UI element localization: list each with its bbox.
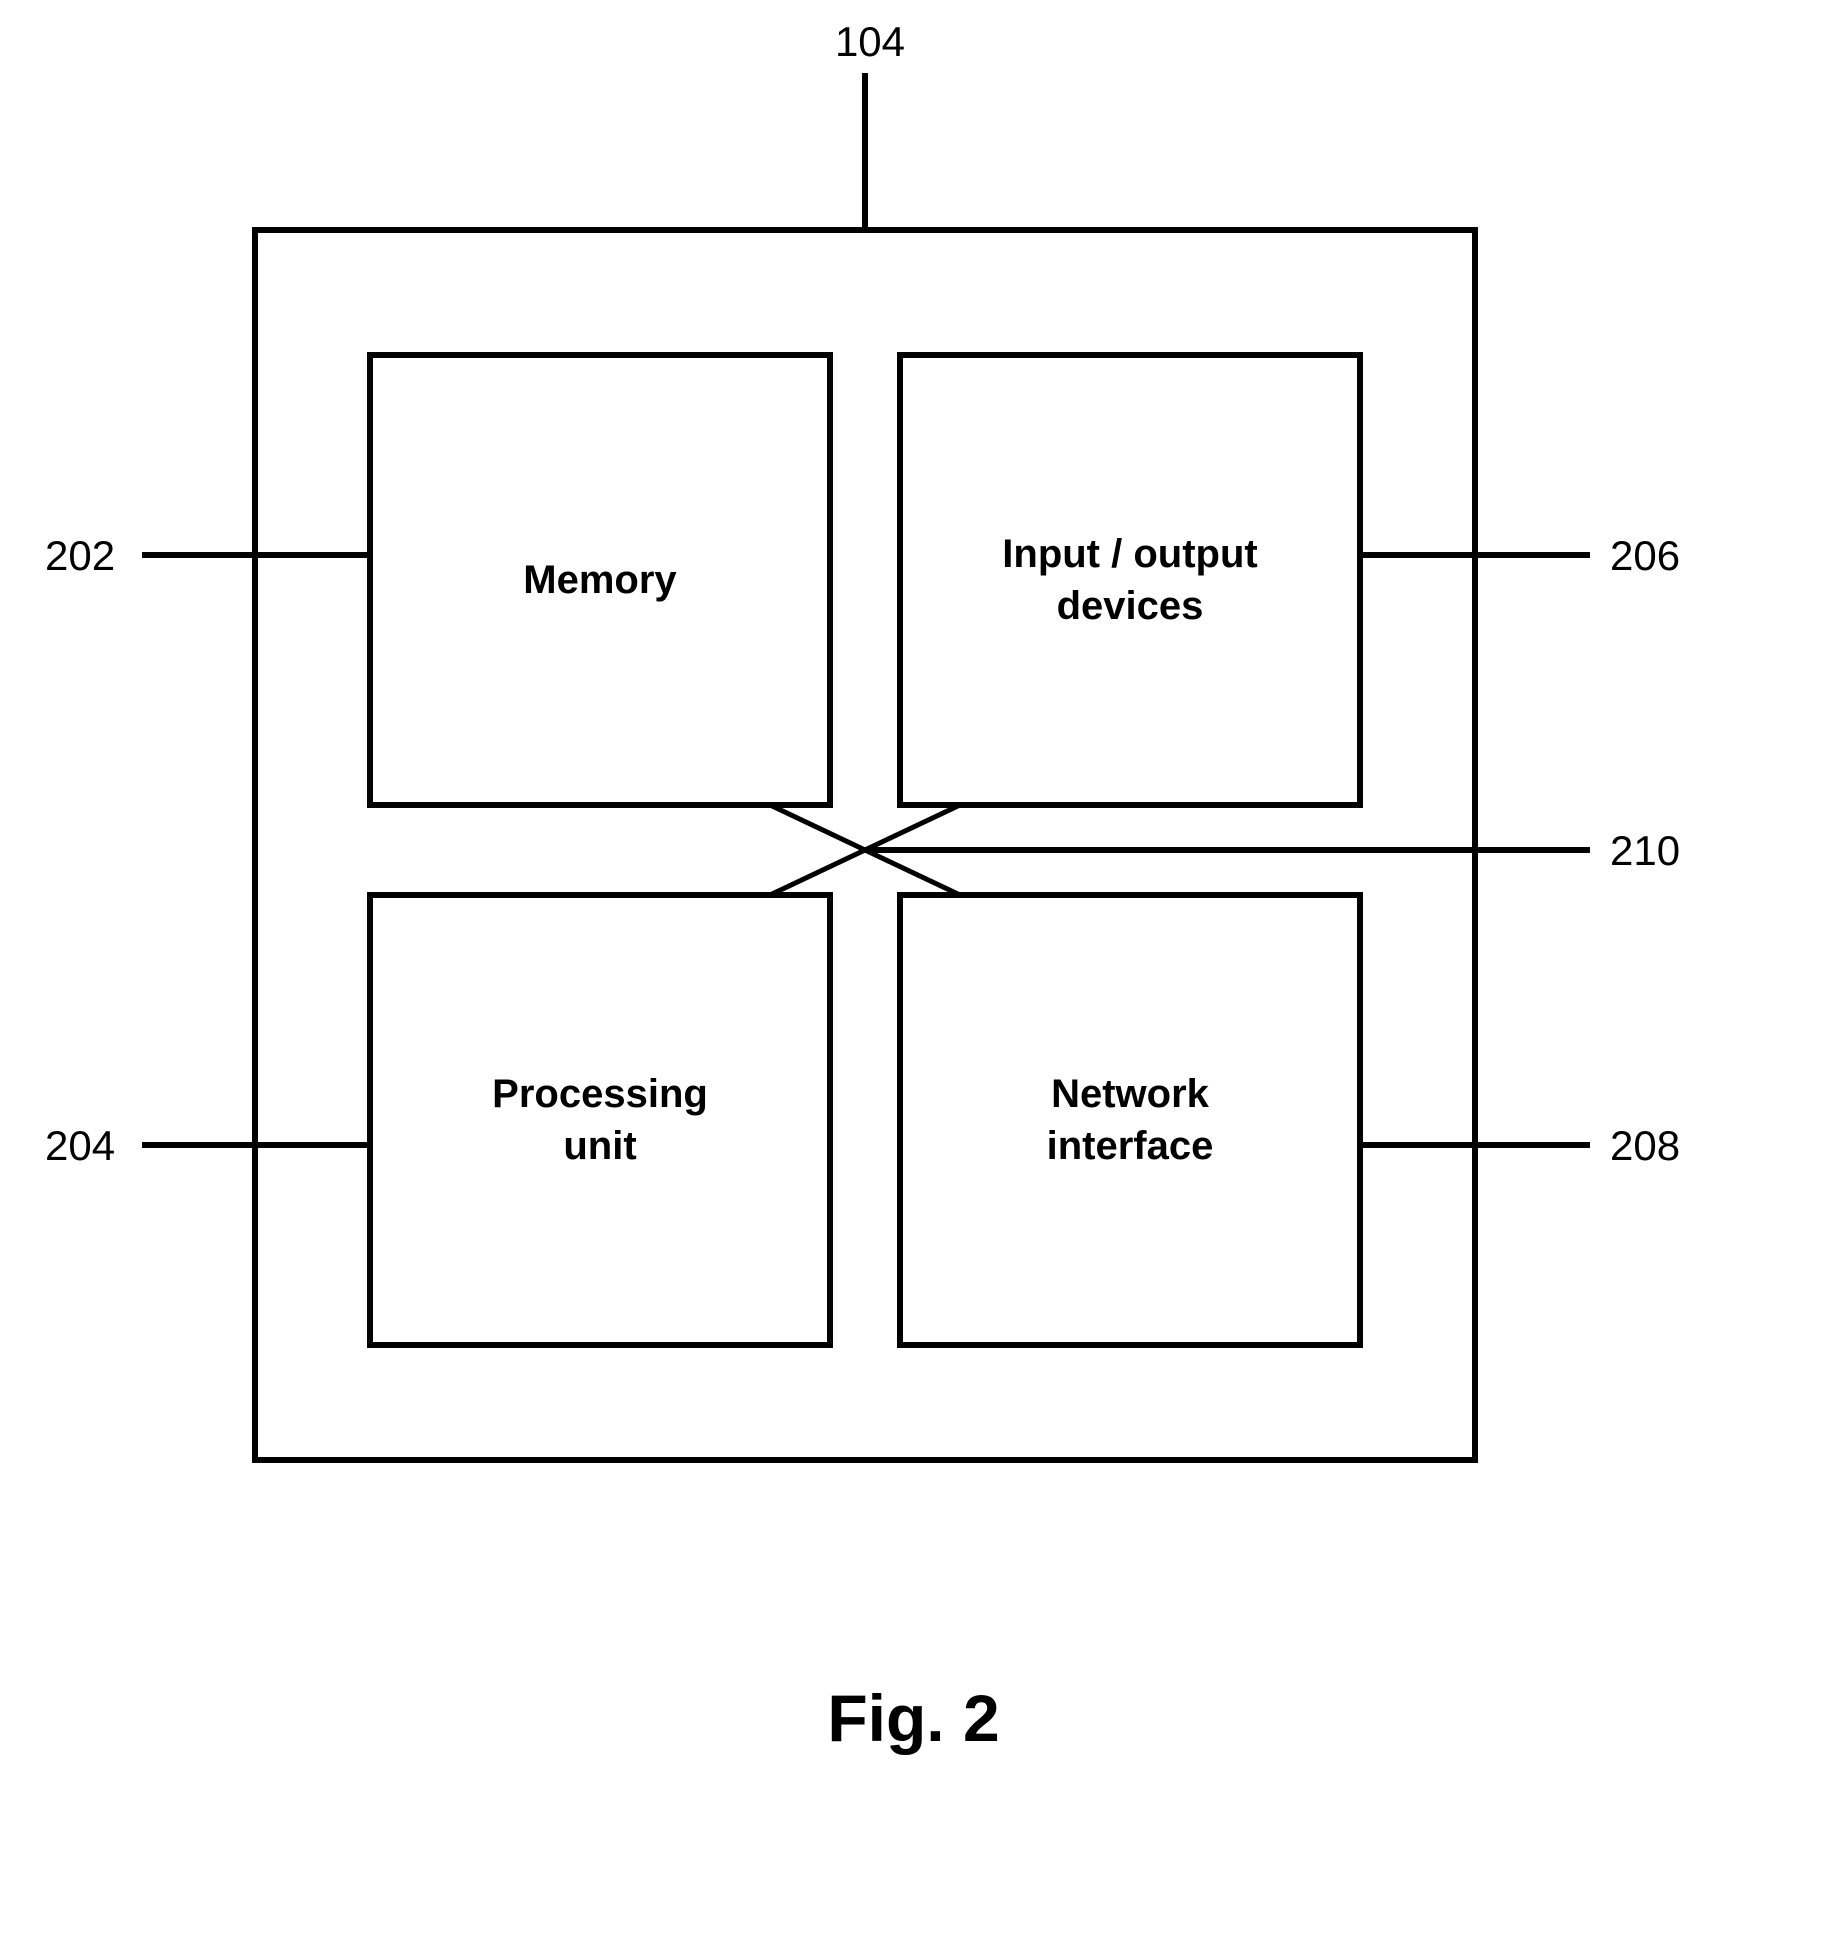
ref-208: 208 <box>1610 1122 1700 1170</box>
ref-210: 210 <box>1610 827 1700 875</box>
io-devices-box-label: Input / output devices <box>900 355 1360 805</box>
processing-unit-box-label: Processing unit <box>370 895 830 1345</box>
ref-204: 204 <box>45 1122 135 1170</box>
ref-202: 202 <box>45 532 135 580</box>
ref-104: 104 <box>830 18 910 66</box>
figure-caption: Fig. 2 <box>0 1680 1827 1756</box>
ref-206: 206 <box>1610 532 1700 580</box>
memory-box-label: Memory <box>370 355 830 805</box>
network-interface-box-label: Network interface <box>900 895 1360 1345</box>
